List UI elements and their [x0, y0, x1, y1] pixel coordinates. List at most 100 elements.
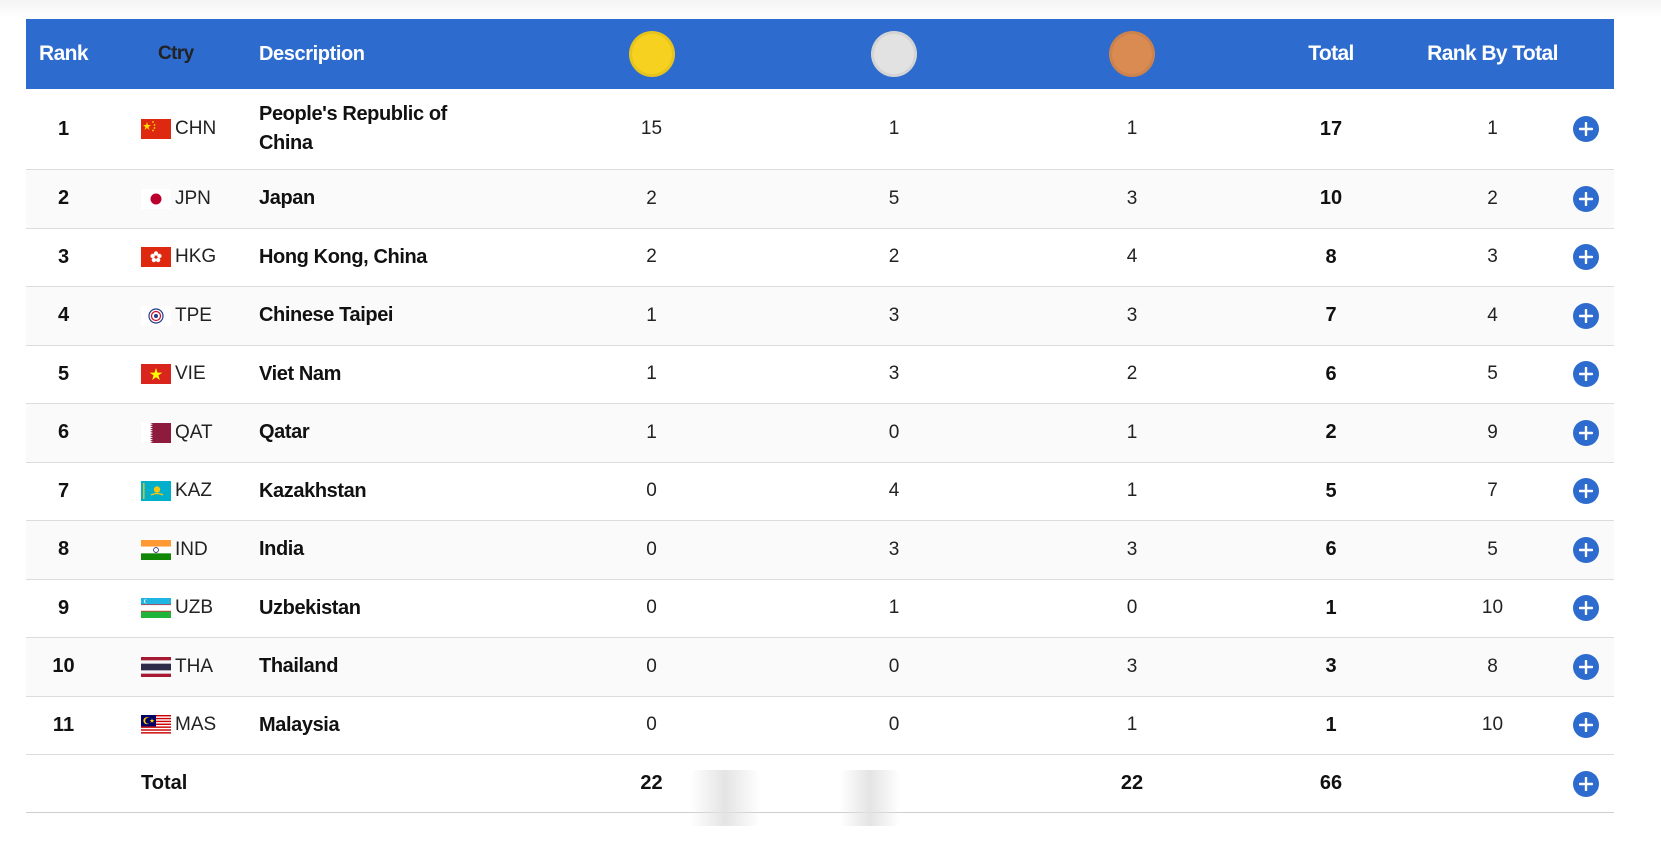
blur-artifact	[690, 770, 760, 826]
row-country-code: MAS	[101, 714, 259, 736]
row-rank: 9	[57, 596, 70, 619]
table-row: 2 JPN Japan 2 5 3 10 2	[26, 170, 1614, 229]
row-rank: 4	[57, 304, 70, 327]
header-gold[interactable]	[529, 31, 774, 77]
row-country-name: Malaysia	[259, 713, 340, 736]
row-bronze: 3	[1126, 538, 1138, 560]
header-total[interactable]: Total	[1308, 42, 1354, 65]
row-rank-by-total: 10	[1481, 597, 1504, 619]
row-action	[1573, 361, 1614, 388]
row-country-code: VIE	[101, 363, 259, 385]
row-bronze: 0	[1126, 597, 1138, 619]
row-rank-by-total: 5	[1487, 363, 1498, 385]
table-header: Rank Ctry Description Total Rank By Tota…	[26, 19, 1614, 89]
country-code-label: MAS	[175, 714, 217, 736]
row-bronze: 2	[1126, 363, 1138, 385]
hong-kong-flag-icon	[141, 247, 171, 268]
totals-label: Total	[141, 772, 188, 794]
table-row: 3 HKG Hong Kong, China 2 2 4 8 3	[26, 229, 1614, 287]
row-action	[1573, 712, 1614, 739]
expand-plus-icon[interactable]	[1573, 653, 1599, 680]
country-code-label: HKG	[175, 246, 217, 268]
expand-plus-icon[interactable]	[1573, 536, 1599, 563]
totals-action	[1573, 770, 1614, 797]
expand-plus-icon[interactable]	[1573, 361, 1599, 388]
row-total: 1	[1325, 596, 1337, 619]
row-total: 8	[1325, 245, 1337, 268]
row-action	[1573, 116, 1614, 142]
expand-plus-icon[interactable]	[1573, 116, 1599, 142]
expand-plus-icon[interactable]	[1573, 185, 1599, 212]
country-code-label: THA	[175, 655, 213, 677]
row-silver: 3	[888, 304, 900, 326]
header-rank-by-total[interactable]: Rank By Total	[1427, 42, 1558, 65]
expand-plus-icon[interactable]	[1573, 244, 1599, 271]
row-bronze: 4	[1126, 246, 1138, 268]
header-rank[interactable]: Rank	[39, 42, 89, 65]
row-rank-by-total: 9	[1487, 421, 1498, 443]
totals-bronze: 22	[1120, 772, 1144, 794]
row-silver: 0	[888, 421, 900, 443]
row-bronze: 3	[1126, 655, 1138, 677]
row-gold: 0	[646, 597, 657, 619]
row-total: 2	[1325, 421, 1337, 444]
row-total: 6	[1325, 362, 1337, 385]
header-bronze[interactable]	[1014, 31, 1250, 77]
country-code-label: CHN	[175, 118, 217, 139]
row-action	[1573, 595, 1614, 622]
row-gold: 0	[646, 480, 657, 502]
country-code-label: VIE	[175, 363, 206, 385]
row-action	[1573, 478, 1614, 505]
row-action	[1573, 536, 1614, 563]
expand-plus-icon[interactable]	[1573, 478, 1599, 505]
row-action	[1573, 244, 1614, 271]
header-silver[interactable]	[774, 31, 1014, 77]
row-country-name: People's Republic of China	[259, 103, 447, 154]
qatar-flag-icon	[141, 422, 171, 443]
row-country-name: Chinese Taipei	[259, 304, 394, 327]
header-ctry[interactable]: Ctry	[158, 43, 194, 64]
row-country-code: IND	[101, 539, 259, 561]
row-total: 10	[1319, 187, 1343, 210]
totals-total: 66	[1319, 772, 1343, 794]
table-row: 1 CHN People's Republic of China 15 1 1 17 1	[26, 89, 1614, 170]
row-country-code: JPN	[101, 188, 259, 210]
row-total: 3	[1325, 655, 1337, 678]
row-rank-by-total: 10	[1481, 714, 1504, 736]
row-bronze: 1	[1126, 714, 1138, 736]
expand-plus-icon[interactable]	[1573, 770, 1599, 797]
expand-plus-icon[interactable]	[1573, 419, 1599, 446]
row-total: 17	[1319, 117, 1343, 140]
bronze-medal-icon	[1109, 31, 1155, 77]
vietnam-flag-icon	[141, 364, 171, 385]
thailand-flag-icon	[141, 656, 171, 677]
row-gold: 1	[646, 304, 657, 326]
row-bronze: 1	[1126, 480, 1138, 502]
row-gold: 2	[646, 246, 657, 268]
kazakhstan-flag-icon	[141, 481, 171, 502]
row-gold: 2	[646, 187, 657, 209]
malaysia-flag-icon	[141, 715, 171, 736]
country-code-label: KAZ	[175, 480, 212, 502]
row-silver: 0	[888, 655, 900, 677]
row-country-name: Uzbekistan	[259, 596, 361, 619]
expand-plus-icon[interactable]	[1573, 595, 1599, 622]
expand-plus-icon[interactable]	[1573, 302, 1599, 329]
row-action	[1573, 653, 1614, 680]
row-silver: 1	[888, 597, 900, 619]
header-description[interactable]: Description	[259, 42, 365, 65]
row-action	[1573, 185, 1614, 212]
silver-medal-icon	[871, 31, 917, 77]
row-country-code: HKG	[101, 246, 259, 268]
row-silver: 0	[888, 714, 900, 736]
row-country-name: Hong Kong, China	[259, 245, 428, 268]
row-rank: 10	[52, 655, 75, 678]
row-bronze: 1	[1126, 421, 1138, 443]
expand-plus-icon[interactable]	[1573, 712, 1599, 739]
uzbekistan-flag-icon	[141, 598, 171, 619]
row-country-code: QAT	[101, 422, 259, 444]
row-country-name: Qatar	[259, 421, 310, 444]
table-row: 10 THA Thailand 0 0 3 3 8	[26, 638, 1614, 697]
row-total: 5	[1325, 479, 1337, 502]
table-row: 4 TPE Chinese Taipei 1 3 3 7 4	[26, 287, 1614, 346]
